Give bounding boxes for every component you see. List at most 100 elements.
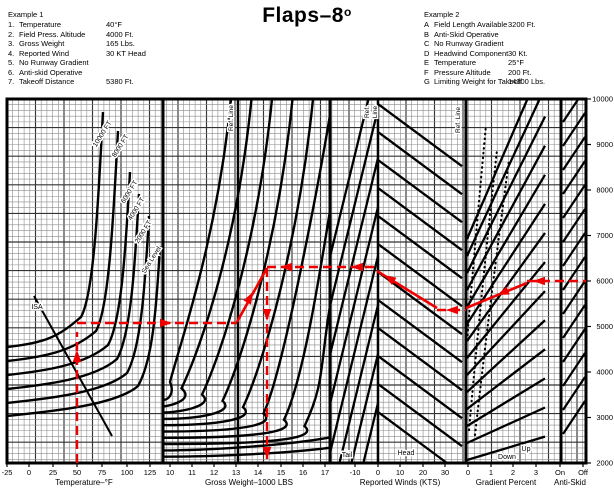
example-row-label: Limiting Weight for Takeoff (434, 77, 522, 86)
example-row-label: No Runway Gradient (434, 39, 504, 48)
antiskid-line (562, 160, 586, 195)
antiskid-line (562, 98, 580, 123)
axis-tick-label: 1 (489, 468, 493, 477)
right-axis-label: 3000 (596, 413, 613, 422)
weight-curve (162, 210, 332, 439)
example-row-label: Reported Wind (19, 48, 70, 58)
right-axis-label: 9000 (596, 140, 613, 149)
red-arrowhead (243, 292, 253, 305)
red-arrowhead (262, 309, 272, 321)
antiskid-lines (562, 98, 586, 435)
axis-tick-label: 11 (188, 468, 196, 477)
axis-tick-label: 14 (254, 468, 262, 477)
gradient-line (465, 116, 547, 274)
gross-weight-curves (162, 98, 332, 458)
example-row-num: C (424, 39, 430, 48)
example-row: 7. Takeoff Distance 5380 Ft. (8, 77, 208, 87)
right-axis-label: 7000 (596, 231, 613, 240)
antiskid-line (562, 232, 586, 267)
red-arrowhead (351, 262, 363, 272)
example-row-value: 40°F (106, 20, 122, 29)
chart-frame (5, 97, 588, 465)
axis-caption: Gradient Percent (476, 478, 537, 487)
axis-tick-label: -10 (350, 468, 361, 477)
head-wind-line (377, 299, 463, 364)
red-arrowhead (446, 305, 458, 315)
axis-tick-label: 20 (419, 468, 427, 477)
antiskid-line (562, 184, 586, 219)
weight-curve (162, 446, 331, 458)
head-wind-line (377, 103, 463, 168)
right-axis-label: 6000 (596, 277, 613, 286)
gradient-line (466, 348, 546, 410)
weight-curve (162, 305, 332, 446)
red-arrowhead (160, 318, 172, 328)
axis-tick-label: 100 (121, 468, 134, 477)
gradient-line (465, 145, 547, 291)
axis-tick-label: 13 (232, 468, 240, 477)
example-row-num: D (424, 48, 430, 58)
antiskid-line (562, 136, 586, 171)
page-title: Flaps–8o (0, 4, 614, 28)
weight-curve (162, 436, 331, 452)
tail-wind-line (338, 304, 380, 464)
example-row-label: No Runway Gradient (19, 58, 89, 67)
example-row-num: 4. (8, 48, 15, 58)
example-row-value: 3200 Ft. (508, 20, 536, 29)
red-arrowhead (280, 262, 292, 272)
axis-caption: Gross Weight–1000 LBS (205, 478, 293, 487)
tail-wind-line (328, 206, 380, 405)
example-row-num: A (424, 20, 430, 29)
example-row: 5. No Runway Gradient (8, 58, 208, 68)
example-row-num: 5. (8, 58, 15, 67)
gradient-line (466, 290, 546, 376)
red-arrowhead (533, 276, 545, 286)
axis-caption: Temperature–°F (55, 478, 113, 487)
example-1-block: Example 1 1. Temperature 40°F 2. Field Press.… (8, 10, 208, 87)
title-text: Flaps–8 (262, 4, 344, 27)
example-row-num: 1. (8, 20, 15, 29)
example-header: Example 2 (424, 10, 460, 19)
antiskid-line (562, 304, 586, 339)
example-row-num: G (424, 77, 430, 86)
right-axis-label: 10000 (592, 95, 613, 104)
ref-line-label: Line (372, 105, 379, 118)
example-row-value: 30 KT Head (106, 48, 146, 58)
tail-wind-line (362, 402, 380, 464)
example-row-label: Temperature (434, 58, 477, 67)
example-row-num: F (424, 67, 429, 77)
example-2-block: Example 2 A Field Length Available 3200 Ft.… (424, 10, 612, 87)
grid (6, 98, 586, 463)
tail-wind-line (328, 98, 370, 258)
axis-caption: Anti-Skid (554, 478, 586, 487)
head-wind-line (377, 243, 463, 308)
antiskid-line (562, 400, 586, 435)
example-row: 4. Reported Wind 30 KT Head (8, 49, 208, 59)
example-row-num: E (424, 58, 430, 67)
antiskid-line (562, 280, 586, 315)
axis-tick-label: 3 (534, 468, 538, 477)
example-row: 3. Gross Weight 165 Lbs. (8, 39, 208, 49)
region-label: Up (522, 446, 531, 453)
head-wind-line (377, 215, 463, 280)
gradient-dotted-line (465, 123, 488, 342)
altitude-curve (6, 193, 141, 391)
axis-tick-label: 75 (98, 468, 106, 477)
example-row: E Temperature 25°F (424, 58, 612, 68)
red-guide-path (72, 262, 586, 463)
example-row: 1. Temperature 40°F (8, 20, 208, 30)
head-wind-line (377, 355, 463, 420)
example-row-num: 2. (8, 29, 15, 39)
tail-wind-line (328, 255, 380, 454)
gradient-line (466, 377, 546, 427)
weight-curve (162, 98, 253, 408)
weight-curve (162, 98, 294, 421)
region-label: Down (498, 454, 516, 461)
head-wind-line (377, 131, 463, 196)
wind-correction-lines (328, 98, 463, 464)
region-label: Head (398, 450, 415, 457)
isa-line (33, 295, 113, 437)
antiskid-line (562, 352, 586, 387)
tail-wind-line (328, 108, 380, 307)
